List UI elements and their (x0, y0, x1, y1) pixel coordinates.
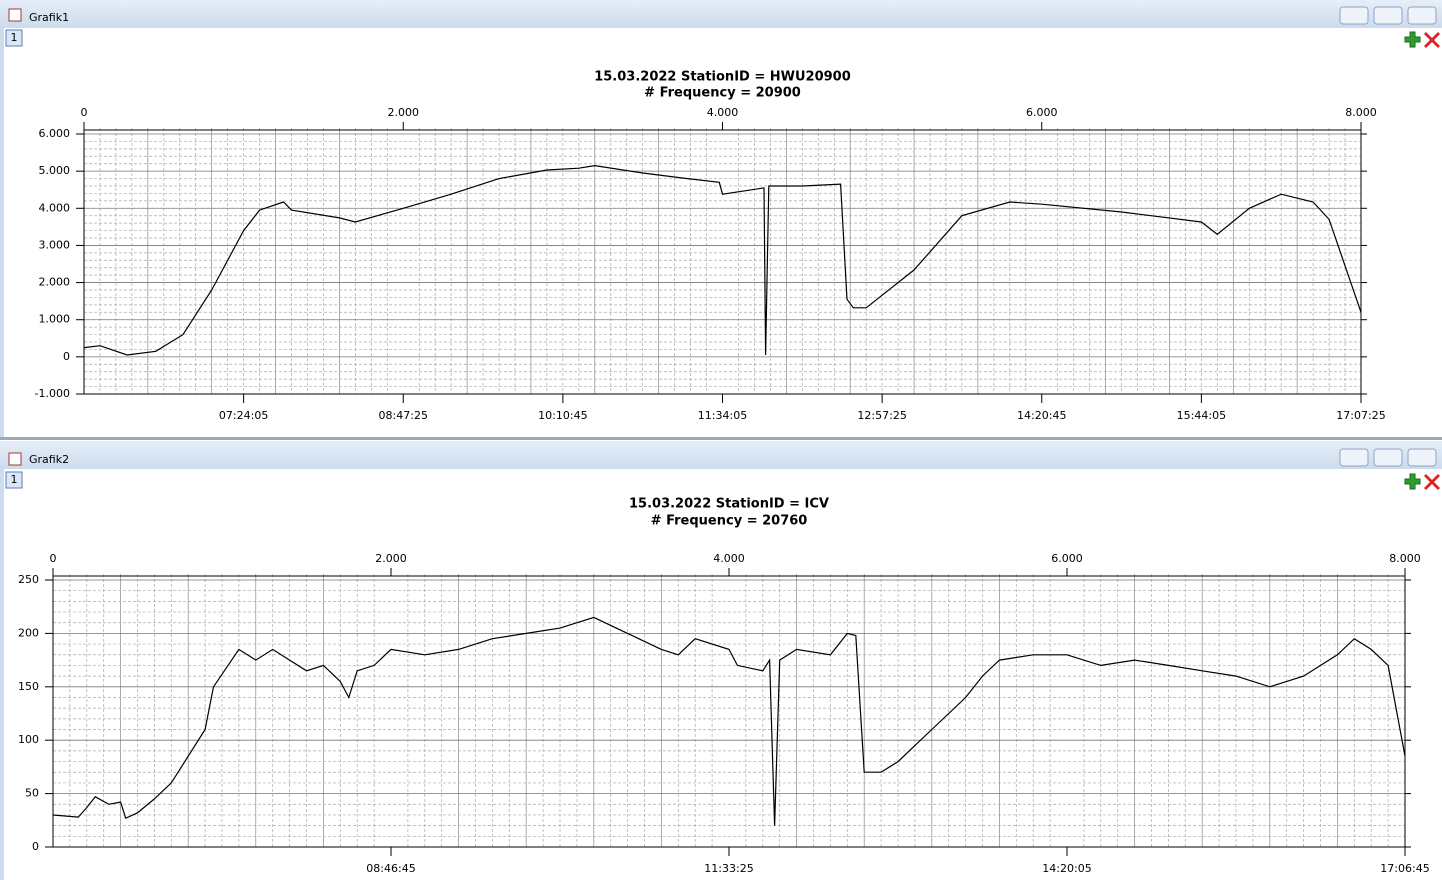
minimize-button[interactable] (1339, 6, 1369, 25)
time-tick-label: 10:10:45 (538, 409, 587, 422)
y-tick-label: 50 (25, 787, 39, 800)
restore-button[interactable] (1373, 448, 1403, 467)
window-border (0, 28, 4, 438)
y-tick-label: 4.000 (39, 201, 71, 214)
x-tick-label: 0 (50, 552, 57, 565)
data-line (83, 164, 1362, 356)
time-tick-label: 11:34:05 (698, 409, 747, 422)
time-tick-label: 14:20:45 (1017, 409, 1066, 422)
window-title: Grafik1 (29, 11, 69, 24)
time-tick-label: 08:47:25 (379, 409, 428, 422)
y-tick-label: 2.000 (39, 276, 71, 289)
x-tick-label: 8.000 (1389, 552, 1421, 565)
add-button[interactable] (1404, 473, 1421, 490)
minimize-button[interactable] (1339, 448, 1369, 467)
y-tick-label: 6.000 (39, 127, 71, 140)
window-icon (8, 8, 22, 22)
remove-button[interactable] (1424, 474, 1440, 490)
x-tick-label: 6.000 (1026, 106, 1058, 119)
x-tick-label: 0 (81, 106, 88, 119)
title-bar (0, 0, 1442, 28)
window-1: Grafik1 1 (0, 0, 1442, 438)
chart-title: 15.03.2022 StationID = ICV (629, 497, 829, 512)
x-tick-label: 2.000 (388, 106, 420, 119)
data-line (52, 616, 1406, 826)
y-tick-label: 3.000 (39, 238, 71, 251)
add-button[interactable] (1404, 31, 1421, 48)
remove-button[interactable] (1424, 32, 1440, 48)
time-tick-label: 07:24:05 (219, 409, 268, 422)
window-border (0, 469, 4, 880)
tab[interactable] (5, 29, 23, 47)
y-tick-label: 200 (18, 626, 39, 639)
y-tick-label: 5.000 (39, 164, 71, 177)
time-tick-label: 14:20:05 (1042, 862, 1091, 875)
time-tick-label: 08:46:45 (366, 862, 415, 875)
y-tick-label: 250 (18, 573, 39, 586)
y-tick-label: 0 (63, 350, 70, 363)
window-2: Grafik2 1 (0, 441, 1442, 880)
x-tick-label: 8.000 (1345, 106, 1377, 119)
y-tick-label: 1.000 (39, 313, 71, 326)
tab-label: 1 (11, 473, 18, 486)
chart-subtitle: # Frequency = 20760 (651, 514, 808, 529)
tab[interactable] (5, 471, 23, 489)
x-tick-label: 4.000 (713, 552, 745, 565)
window-title: Grafik2 (29, 453, 69, 466)
chart-title: 15.03.2022 StationID = HWU20900 (594, 70, 851, 85)
x-tick-label: 4.000 (707, 106, 739, 119)
restore-button[interactable] (1373, 6, 1403, 25)
y-tick-label: 150 (18, 680, 39, 693)
tab-label: 1 (11, 31, 18, 44)
x-tick-label: 2.000 (375, 552, 407, 565)
time-tick-label: 17:07:25 (1336, 409, 1385, 422)
close-button[interactable] (1407, 448, 1437, 467)
window-icon (8, 452, 22, 466)
title-bar (0, 441, 1442, 469)
time-tick-label: 12:57:25 (857, 409, 906, 422)
y-tick-label: 100 (18, 733, 39, 746)
separator (0, 437, 1442, 440)
time-tick-label: 11:33:25 (704, 862, 753, 875)
time-tick-label: 15:44:05 (1177, 409, 1226, 422)
x-tick-label: 6.000 (1051, 552, 1083, 565)
y-tick-label: 0 (32, 840, 39, 853)
close-button[interactable] (1407, 6, 1437, 25)
time-tick-label: 17:06:45 (1380, 862, 1429, 875)
y-tick-label: -1.000 (35, 387, 70, 400)
chart-subtitle: # Frequency = 20900 (644, 86, 801, 101)
